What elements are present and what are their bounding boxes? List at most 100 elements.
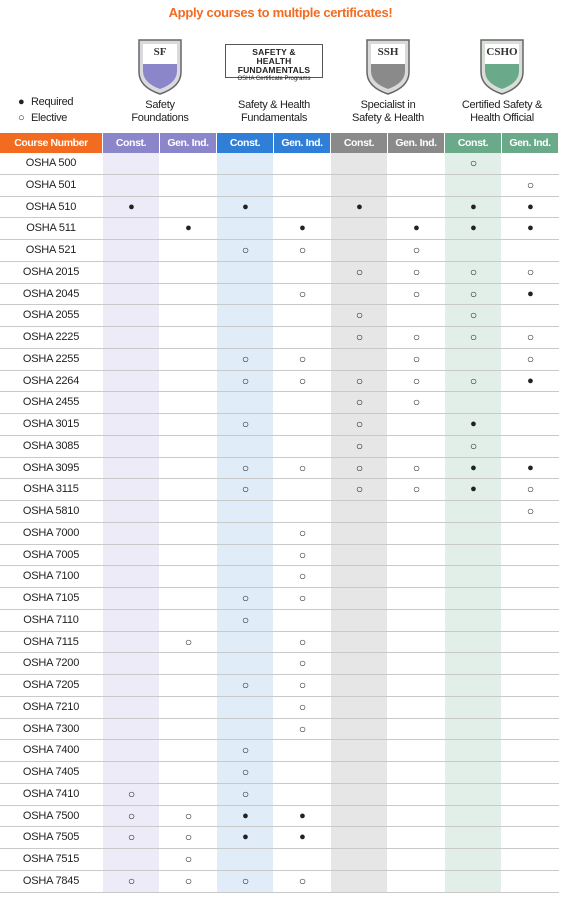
table-row: OSHA 2225 ○ ○ ○ ○ bbox=[0, 327, 559, 349]
cell-symbol: ○ bbox=[355, 417, 364, 431]
course-number: OSHA 7200 bbox=[22, 657, 80, 670]
cell-symbol: ○ bbox=[355, 264, 364, 279]
cell-symbol: ○ bbox=[412, 482, 421, 497]
cell-symbol: ○ bbox=[526, 482, 535, 497]
cell-symbol: ○ bbox=[412, 330, 421, 344]
cell-symbol: ○ bbox=[412, 243, 421, 257]
course-number: OSHA 7205 bbox=[22, 679, 80, 691]
cell-symbol: ○ bbox=[412, 286, 421, 301]
logo-text: CSHO bbox=[486, 46, 518, 58]
table-row: OSHA 7000 ○ bbox=[0, 523, 559, 545]
cell-symbol: ○ bbox=[241, 243, 250, 257]
cell-symbol: ○ bbox=[241, 417, 250, 431]
certificate-header: SF Safety Foundations bbox=[103, 38, 217, 125]
header-cell: Gen. Ind. bbox=[502, 133, 558, 153]
cell-symbol: ○ bbox=[184, 634, 193, 649]
table-row: OSHA 7105 ○ ○ bbox=[0, 588, 559, 610]
certificate-name: Safety & Health Fundamentals bbox=[238, 99, 310, 124]
cell-symbol: ○ bbox=[412, 351, 421, 366]
certificate-header: CSHO Certified Safety & Health Official bbox=[445, 38, 559, 125]
column-shade bbox=[217, 133, 273, 893]
cell-symbol: ○ bbox=[355, 373, 364, 388]
header-cell: Gen. Ind. bbox=[160, 133, 216, 153]
course-number: OSHA 3115 bbox=[23, 483, 79, 496]
cell-symbol: ○ bbox=[298, 243, 307, 257]
cell-symbol: ○ bbox=[298, 525, 307, 540]
course-number: OSHA 7400 bbox=[22, 744, 80, 757]
shield bbox=[138, 39, 182, 95]
course-number: OSHA 7110 bbox=[23, 613, 79, 626]
cell-symbol: ○ bbox=[298, 591, 307, 605]
course-number: OSHA 7115 bbox=[23, 635, 79, 648]
cell-symbol: ● bbox=[299, 222, 306, 235]
cell-symbol: ○ bbox=[241, 612, 250, 627]
cell-symbol: ○ bbox=[241, 786, 250, 801]
course-number: OSHA 2264 bbox=[22, 374, 80, 387]
cell-symbol: ○ bbox=[241, 765, 250, 779]
cell-symbol: ● bbox=[470, 200, 477, 213]
cell-symbol: ● bbox=[299, 809, 306, 822]
cell-symbol: ○ bbox=[298, 678, 307, 692]
cell-symbol: ● bbox=[527, 461, 534, 474]
logo-text: SF bbox=[153, 46, 167, 58]
cell-symbol: ● bbox=[242, 200, 249, 213]
cell-symbol: ○ bbox=[298, 569, 307, 584]
cell-symbol: ○ bbox=[412, 460, 421, 475]
table-row: OSHA 7410 ○ ○ bbox=[0, 784, 559, 806]
legend-item: ○ Elective bbox=[18, 112, 67, 124]
cell-symbol: ○ bbox=[469, 156, 478, 170]
legend-label: Elective bbox=[31, 112, 68, 124]
table-row: OSHA 2455 ○ ○ bbox=[0, 392, 559, 414]
cell-symbol: ○ bbox=[469, 264, 478, 279]
table-row: OSHA 3015 ○ ○ ● bbox=[0, 414, 559, 436]
table-row: OSHA 2264 ○ ○ ○ ○ ○ ● bbox=[0, 371, 559, 393]
table-row: OSHA 7115 ○ ○ bbox=[0, 632, 559, 654]
logo: SSH bbox=[365, 38, 411, 96]
table-row: OSHA 7110 ○ bbox=[0, 610, 559, 632]
cell-symbol: ○ bbox=[412, 395, 421, 410]
logo: SAFETY & HEALTH FUNDAMENTALS OSHA Certif… bbox=[225, 44, 323, 82]
cell-symbol: ● bbox=[470, 222, 477, 235]
logo-subtitle: OSHA Certificate Programs bbox=[237, 76, 311, 82]
table-row: OSHA 521 ○ ○ ○ bbox=[0, 240, 559, 262]
certificate-name: Certified Safety & Health Official bbox=[461, 99, 543, 124]
cell-symbol: ● bbox=[527, 200, 534, 213]
course-number: OSHA 7845 bbox=[22, 874, 80, 887]
cell-symbol: ○ bbox=[355, 482, 364, 497]
cell-symbol: ○ bbox=[355, 460, 364, 475]
cell-symbol: ○ bbox=[469, 286, 478, 301]
cell-symbol: ○ bbox=[241, 591, 250, 605]
table-row: OSHA 511 ● ● ● ● ● bbox=[0, 218, 559, 240]
course-number: OSHA 7105 bbox=[22, 592, 80, 604]
cell-symbol: ● bbox=[128, 200, 135, 213]
cell-symbol: ○ bbox=[184, 830, 193, 845]
legend-item: ● Required bbox=[18, 96, 74, 108]
cell-symbol: ○ bbox=[469, 330, 478, 344]
cell-symbol: ○ bbox=[412, 373, 421, 388]
cell-symbol: ○ bbox=[469, 438, 478, 453]
course-number: OSHA 521 bbox=[25, 244, 77, 256]
course-number: OSHA 7210 bbox=[22, 700, 80, 713]
certificate-name: Safety Foundations bbox=[131, 99, 189, 124]
cell-symbol: ○ bbox=[298, 373, 307, 388]
certificate-header: SSH Specialist in Safety & Health bbox=[331, 38, 445, 125]
course-number: OSHA 510 bbox=[25, 200, 77, 213]
cell-symbol: ○ bbox=[469, 373, 478, 388]
cell-symbol: ● bbox=[527, 222, 534, 235]
table-row: OSHA 3095 ○ ○ ○ ○ ● ● bbox=[0, 458, 559, 480]
course-number: OSHA 7005 bbox=[22, 548, 80, 561]
header-cell: Const. bbox=[103, 133, 159, 153]
table-row: OSHA 3115 ○ ○ ○ ● ○ bbox=[0, 479, 559, 501]
course-number: OSHA 2255 bbox=[22, 352, 80, 365]
cell-symbol: ○ bbox=[241, 482, 250, 497]
cell-symbol: ○ bbox=[241, 460, 250, 475]
table-row: OSHA 7515 ○ bbox=[0, 849, 559, 871]
logo: SF bbox=[137, 38, 183, 96]
cell-symbol: ○ bbox=[241, 351, 250, 366]
course-number: OSHA 7410 bbox=[22, 787, 80, 800]
table-row: OSHA 7845 ○ ○ ○ ○ bbox=[0, 871, 559, 893]
header-cell: Const. bbox=[445, 133, 501, 153]
table-row: OSHA 2045 ○ ○ ○ ● bbox=[0, 284, 559, 306]
cell-symbol: ○ bbox=[298, 634, 307, 649]
